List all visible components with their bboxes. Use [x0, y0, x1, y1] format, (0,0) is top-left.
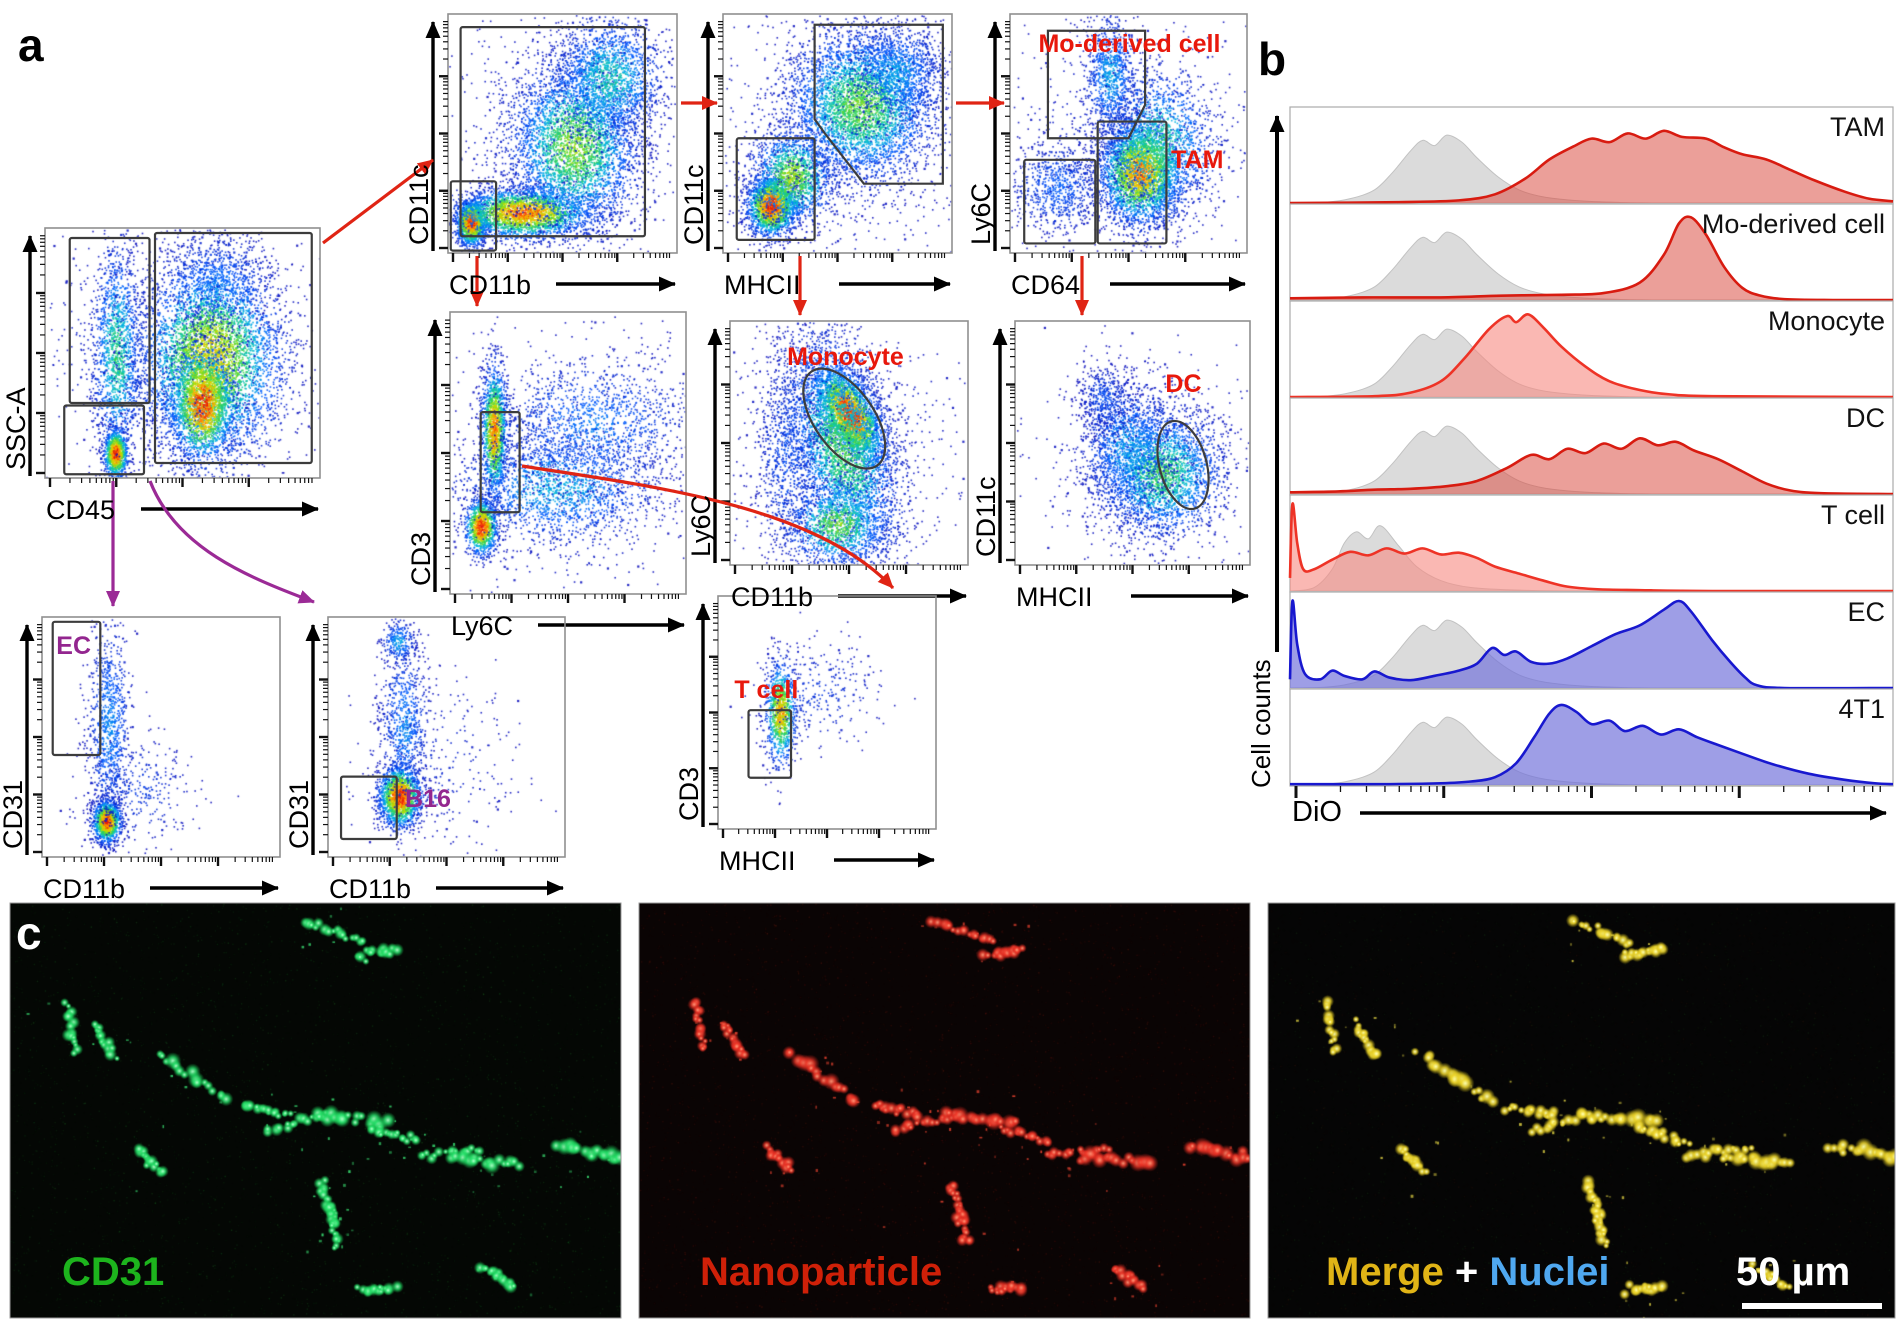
gate-label-monocyte: Monocyte — [787, 343, 904, 372]
gate-label-dc: DC — [1165, 370, 1202, 399]
scatter-canvas-mhcii-cd11c-dc — [1015, 321, 1250, 565]
x-axis-label-cd11b-cd11c: CD11b — [449, 270, 532, 300]
y-axis-label-mhcii-cd11c: CD11c — [679, 164, 709, 245]
scatter-canvas-cd11b-cd11c — [448, 14, 677, 253]
y-axis-label-mhcii-cd11c-dc: CD11c — [971, 476, 1001, 557]
scale-bar — [1742, 1303, 1882, 1309]
histogram-label-tam: TAM — [1830, 112, 1885, 142]
nanoparticle-image-label: Nanoparticle — [700, 1250, 943, 1294]
histogram-row-dc — [1289, 397, 1894, 496]
histogram-row-t-cell — [1288, 494, 1894, 593]
gate-label-ec: EC — [56, 631, 91, 660]
plus-label-part: + — [1443, 1250, 1490, 1294]
histogram-row-tam — [1289, 106, 1894, 205]
gate-label-tam: TAM — [1171, 145, 1224, 174]
y-axis-label-cd64-ly6c: Ly6C — [966, 182, 996, 245]
scatter-canvas-ssc-cd45 — [45, 228, 320, 478]
scatter-canvas-mhcii-cd3-tcell — [718, 596, 936, 829]
x-axis-label-mhcii-cd11c-dc: MHCII — [1016, 582, 1093, 612]
nuclei-label-part: Nuclei — [1489, 1250, 1610, 1294]
y-axis-label-cd11b-cd31-b16: CD31 — [284, 779, 314, 849]
histogram-label-4t1: 4T1 — [1838, 694, 1885, 724]
dio-axis-label: DiO — [1292, 796, 1342, 828]
histogram-label-mo-derived-cell: Mo-derived cell — [1701, 209, 1885, 239]
x-axis-label-cd11b-cd31-b16: CD11b — [329, 874, 412, 904]
gate-label-t-cell: T cell — [734, 675, 799, 704]
gate-label-b16: B16 — [405, 785, 451, 814]
panel-a-label: a — [18, 19, 44, 71]
panel-b-label: b — [1258, 33, 1287, 85]
gate-label-mo-derived-cell: Mo-derived cell — [1038, 29, 1221, 58]
x-axis-label-ly6c-cd3: Ly6C — [451, 611, 514, 641]
x-axis-label-cd64-ly6c: CD64 — [1011, 270, 1081, 300]
y-axis-label-ssc-cd45: SSC-A — [1, 387, 31, 470]
panel-c-label: c — [16, 907, 42, 959]
cell-counts-axis-label: Cell counts — [1246, 659, 1276, 788]
y-axis-label-cd11b-cd31-ec: CD31 — [0, 779, 28, 849]
histogram-label-t-cell: T cell — [1820, 500, 1885, 530]
x-axis-label-cd11b-ly6c: CD11b — [731, 582, 814, 612]
x-axis-label-mhcii-cd3-tcell: MHCII — [719, 846, 796, 876]
x-axis-label-ssc-cd45: CD45 — [46, 495, 116, 525]
scatter-canvas-cd11b-cd31-b16 — [328, 617, 565, 857]
scatter-canvas-ly6c-cd3 — [450, 312, 686, 594]
merge-label-part: Merge — [1326, 1250, 1444, 1294]
y-axis-label-mhcii-cd3-tcell: CD3 — [674, 766, 704, 821]
histogram-label-dc: DC — [1846, 403, 1885, 433]
y-axis-label-ly6c-cd3: CD3 — [406, 531, 436, 586]
scatter-canvas-mhcii-cd11c — [723, 14, 952, 253]
histogram-label-monocyte: Monocyte — [1767, 306, 1885, 336]
histogram-row-ec — [1288, 591, 1894, 690]
cd31-image-label: CD31 — [62, 1250, 165, 1294]
x-axis-label-mhcii-cd11c: MHCII — [724, 270, 801, 300]
y-axis-label-cd11b-cd11c: CD11c — [404, 164, 434, 245]
x-axis-label-cd11b-cd31-ec: CD11b — [43, 874, 126, 904]
merge-nuclei-image-label: Merge + Nuclei — [1326, 1252, 1609, 1292]
purple-gating-arrow-8 — [148, 480, 315, 604]
scale-bar-label: 50 µm — [1736, 1250, 1851, 1294]
histogram-row-4t1 — [1289, 688, 1894, 787]
y-axis-label-cd11b-ly6c: Ly6C — [686, 494, 716, 557]
histogram-label-ec: EC — [1847, 597, 1885, 627]
